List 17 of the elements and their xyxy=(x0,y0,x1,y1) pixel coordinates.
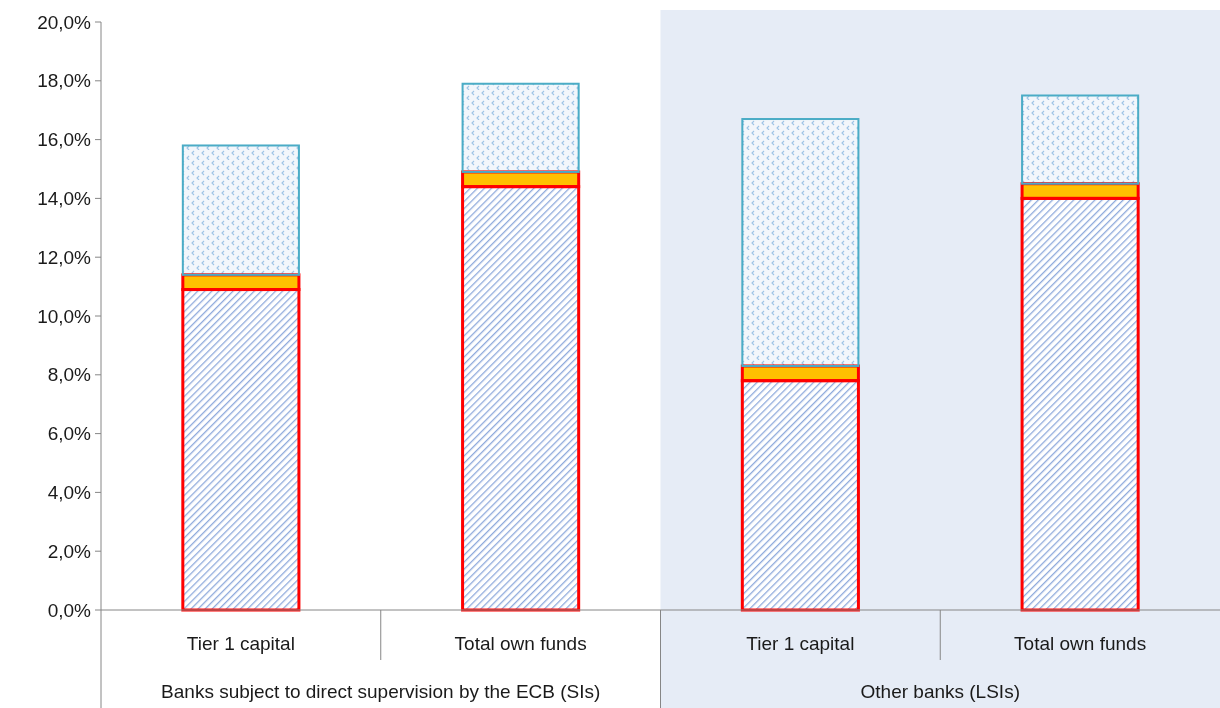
y-tick-label: 12,0% xyxy=(37,246,92,268)
x-tick-label: Tier 1 capital xyxy=(186,633,295,654)
y-tick-label: 0,0% xyxy=(47,599,92,621)
y-tick-label: 16,0% xyxy=(37,129,92,151)
x-tick-label: Total own funds xyxy=(454,633,587,654)
y-tick-label: 20,0% xyxy=(37,11,92,33)
y-tick-label: 18,0% xyxy=(37,70,92,92)
y-tick-label: 4,0% xyxy=(47,482,92,504)
y-tick-label: 10,0% xyxy=(37,305,92,327)
text: Banks subject to direct supervision by the ECB (SIs) xyxy=(161,681,601,702)
y-tick-label: 2,0% xyxy=(47,540,92,562)
x-tick-label: Tier 1 capital xyxy=(746,633,855,654)
y-tick-label: 14,0% xyxy=(37,188,92,210)
y-tick-label: 6,0% xyxy=(47,423,92,445)
text: Other banks (LSIs) xyxy=(860,681,1020,702)
y-tick-label: 8,0% xyxy=(47,364,92,386)
x-tick-label: Total own funds xyxy=(1014,633,1147,654)
